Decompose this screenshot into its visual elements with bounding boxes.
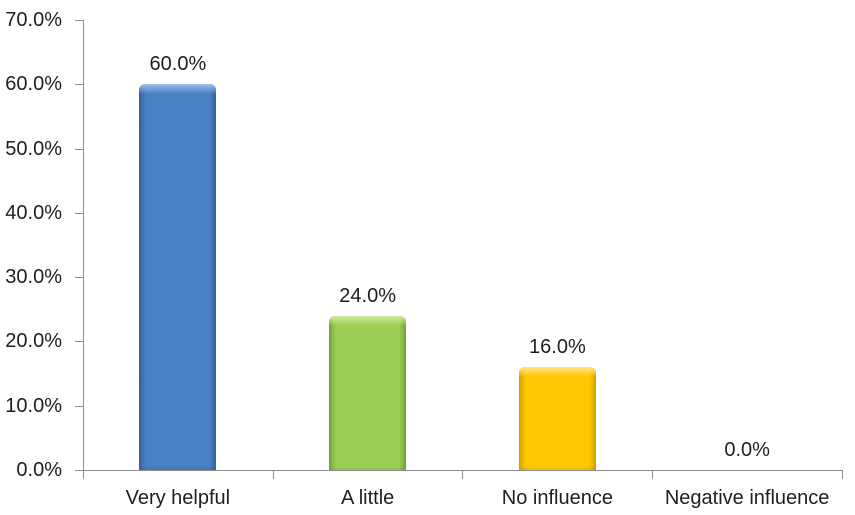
x-axis-tick <box>273 471 274 479</box>
y-axis-tick <box>75 20 83 21</box>
y-axis-label: 20.0% <box>5 330 62 352</box>
y-axis-tick <box>75 277 83 278</box>
bar-a-little <box>329 315 407 470</box>
x-axis-label: Negative influence <box>664 487 830 509</box>
bar-group-no-influence: 16.0% <box>463 20 653 470</box>
y-axis-tick <box>75 341 83 342</box>
y-axis-label: 50.0% <box>5 138 62 160</box>
y-axis-label: 10.0% <box>5 395 62 417</box>
plot-area: 60.0% 24.0% 16.0% 0.0% <box>83 20 842 470</box>
bar-group-a-little: 24.0% <box>273 20 463 470</box>
x-axis-tick <box>652 471 653 479</box>
bar-value-label: 16.0% <box>529 336 586 359</box>
y-axis-label: 0.0% <box>16 459 62 481</box>
y-axis-tick <box>75 470 83 471</box>
x-axis-label: Very helpful <box>125 487 231 509</box>
bar-very-helpful <box>139 84 217 470</box>
x-axis-tick <box>842 471 843 479</box>
bar-group-negative-influence: 0.0% <box>652 20 842 470</box>
x-axis-line <box>83 470 843 471</box>
bar-group-very-helpful: 60.0% <box>83 20 273 470</box>
x-axis-label: A little <box>340 487 395 509</box>
y-axis-tick <box>75 406 83 407</box>
y-axis-label: 30.0% <box>5 266 62 288</box>
y-axis-label: 60.0% <box>5 73 62 95</box>
x-axis-tick <box>462 471 463 479</box>
y-axis-line <box>83 20 84 471</box>
y-axis-label: 70.0% <box>5 9 62 31</box>
bar-value-label: 60.0% <box>149 53 207 76</box>
y-axis-tick <box>75 213 83 214</box>
x-axis-tick <box>83 471 84 479</box>
x-axis-label: No influence <box>501 487 613 509</box>
bar-no-influence <box>518 367 596 470</box>
y-axis-tick <box>75 149 83 150</box>
bar-value-label: 0.0% <box>724 439 770 461</box>
bar-value-label: 24.0% <box>339 284 396 307</box>
y-axis-tick <box>75 84 83 85</box>
y-axis-label: 40.0% <box>5 202 62 224</box>
